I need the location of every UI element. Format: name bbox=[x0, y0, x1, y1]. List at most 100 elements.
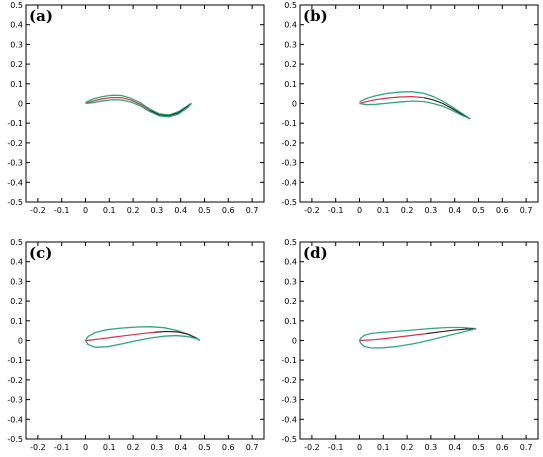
panel-label: (b) bbox=[303, 7, 328, 25]
y-tick-label: 0.4 bbox=[10, 258, 23, 267]
x-tick-label: -0.2 bbox=[304, 206, 320, 215]
y-tick-label: -0.3 bbox=[281, 159, 297, 168]
camber-line-rear bbox=[426, 328, 477, 335]
lower-surface-line bbox=[358, 328, 477, 349]
camber-line-rear bbox=[423, 97, 471, 120]
y-tick-label: -0.5 bbox=[281, 435, 297, 444]
x-tick-label: 0.4 bbox=[448, 206, 461, 215]
y-tick-label: 0.4 bbox=[284, 258, 297, 267]
panel-4: 0.5 0.4 0.3 0.2 0.1 0 -0.1 -0.2 -0.3 -0.4 -0.5 -0.2… bbox=[281, 238, 539, 452]
plot-frame bbox=[299, 241, 539, 440]
y-tick-label: 0.3 bbox=[10, 277, 23, 286]
lower-surface-line bbox=[85, 99, 192, 118]
y-tick-label: 0.2 bbox=[10, 60, 23, 69]
y-tick-label: 0.3 bbox=[10, 40, 23, 49]
x-tick-label: -0.1 bbox=[328, 443, 344, 452]
x-tick-label: 0.5 bbox=[472, 206, 485, 215]
y-tick-label: 0.2 bbox=[10, 297, 23, 306]
x-tick-label: 0.2 bbox=[127, 443, 140, 452]
y-tick-label: -0.4 bbox=[281, 178, 297, 187]
y-tick-label: 0.5 bbox=[10, 1, 23, 10]
y-tick-label: 0.4 bbox=[284, 21, 297, 30]
panel-label: (a) bbox=[29, 7, 53, 25]
x-tick-label: -0.2 bbox=[304, 443, 320, 452]
y-tick-label: 0 bbox=[18, 100, 23, 109]
panel-label: (d) bbox=[303, 244, 328, 262]
x-tick-label: -0.1 bbox=[328, 206, 344, 215]
x-tick-label: 0 bbox=[357, 443, 362, 452]
y-tick-label: -0.5 bbox=[281, 198, 297, 207]
upper-surface-line bbox=[85, 94, 192, 116]
y-tick-label: -0.3 bbox=[281, 396, 297, 405]
x-tick-label: -0.1 bbox=[54, 206, 70, 215]
x-tick-label: 0.6 bbox=[222, 206, 235, 215]
panel-label: (c) bbox=[29, 244, 52, 262]
x-tick-label: -0.2 bbox=[30, 206, 46, 215]
camber-line-front bbox=[359, 333, 427, 342]
y-tick-label: -0.3 bbox=[7, 159, 23, 168]
x-tick-label: 0.2 bbox=[127, 206, 140, 215]
y-tick-label: 0 bbox=[18, 337, 23, 346]
camber-line-front bbox=[85, 96, 151, 111]
y-tick-label: 0.1 bbox=[284, 317, 297, 326]
x-tick-label: 0.3 bbox=[425, 206, 438, 215]
y-tick-label: -0.1 bbox=[7, 356, 23, 365]
y-tick-label: 0.4 bbox=[10, 21, 23, 30]
y-tick-label: -0.5 bbox=[7, 198, 23, 207]
y-tick-label: 0.2 bbox=[284, 60, 297, 69]
x-tick-label: 0.4 bbox=[174, 443, 187, 452]
x-tick-label: 0 bbox=[83, 206, 88, 215]
lower-surface-line bbox=[84, 334, 201, 348]
x-tick-label: -0.1 bbox=[54, 443, 70, 452]
panel-3: 0.5 0.4 0.3 0.2 0.1 0 -0.1 -0.2 -0.3 -0.4 -0.5 -0.2… bbox=[7, 238, 265, 452]
x-tick-label: 0.2 bbox=[401, 206, 414, 215]
x-tick-label: 0.4 bbox=[174, 206, 187, 215]
y-tick-label: -0.2 bbox=[7, 376, 23, 385]
x-tick-label: 0.1 bbox=[103, 206, 116, 215]
y-tick-label: 0.5 bbox=[284, 1, 297, 10]
x-tick-label: 0 bbox=[83, 443, 88, 452]
y-tick-label: -0.1 bbox=[281, 119, 297, 128]
x-tick-label: 0.6 bbox=[496, 206, 509, 215]
x-tick-label: 0.7 bbox=[246, 443, 259, 452]
x-tick-label: 0.1 bbox=[103, 443, 116, 452]
plot-frame bbox=[25, 241, 265, 440]
panel-1: 0.5 0.4 0.3 0.2 0.1 0 -0.1 -0.2 -0.3 -0.4 -0.5 -0.2… bbox=[7, 1, 265, 215]
x-tick-label: 0.5 bbox=[198, 443, 211, 452]
lower-surface-line bbox=[359, 100, 471, 120]
y-tick-label: -0.5 bbox=[7, 435, 23, 444]
x-tick-label: 0.3 bbox=[151, 443, 164, 452]
x-tick-label: 0.2 bbox=[401, 443, 414, 452]
y-tick-label: -0.2 bbox=[7, 139, 23, 148]
x-tick-label: 0.5 bbox=[472, 443, 485, 452]
camber-line-front bbox=[359, 95, 424, 105]
x-tick-label: -0.2 bbox=[30, 443, 46, 452]
y-tick-label: 0.3 bbox=[284, 40, 297, 49]
y-tick-label: -0.3 bbox=[7, 396, 23, 405]
y-tick-label: 0.1 bbox=[284, 80, 297, 89]
x-tick-label: 0 bbox=[357, 206, 362, 215]
y-tick-label: -0.2 bbox=[281, 376, 297, 385]
y-tick-label: 0.1 bbox=[10, 317, 23, 326]
y-tick-label: 0 bbox=[292, 100, 297, 109]
plot-frame bbox=[25, 4, 265, 203]
y-tick-label: 0.3 bbox=[284, 277, 297, 286]
upper-surface-line bbox=[359, 91, 471, 120]
plot-frame bbox=[299, 4, 539, 203]
y-tick-label: 0.5 bbox=[10, 238, 23, 247]
x-tick-label: 0.6 bbox=[222, 443, 235, 452]
y-tick-label: 0.1 bbox=[10, 80, 23, 89]
x-tick-label: 0.7 bbox=[246, 206, 259, 215]
y-tick-label: -0.4 bbox=[281, 415, 297, 424]
y-tick-label: 0.2 bbox=[284, 297, 297, 306]
x-tick-label: 0.1 bbox=[377, 443, 390, 452]
x-tick-label: 0.6 bbox=[496, 443, 509, 452]
y-tick-label: 0 bbox=[292, 337, 297, 346]
x-tick-label: 0.3 bbox=[151, 206, 164, 215]
panel-2: 0.5 0.4 0.3 0.2 0.1 0 -0.1 -0.2 -0.3 -0.4 -0.5 -0.2… bbox=[281, 1, 539, 215]
y-tick-label: -0.2 bbox=[281, 139, 297, 148]
x-tick-label: 0.3 bbox=[425, 443, 438, 452]
y-tick-label: -0.1 bbox=[7, 119, 23, 128]
